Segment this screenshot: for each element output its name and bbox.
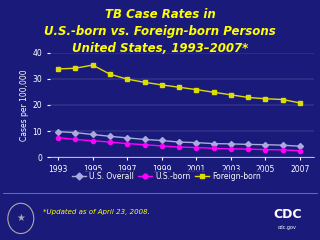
Text: *Updated as of April 23, 2008.: *Updated as of April 23, 2008. [43, 209, 150, 216]
Text: U.S.-born vs. Foreign-born Persons: U.S.-born vs. Foreign-born Persons [44, 25, 276, 38]
Text: TB Case Rates in: TB Case Rates in [105, 8, 215, 21]
Text: CDC: CDC [273, 208, 301, 221]
Text: cdc.gov: cdc.gov [278, 225, 297, 230]
Text: United States, 1993–2007*: United States, 1993–2007* [72, 42, 248, 55]
Legend: U.S. Overall, U.S.-born, Foreign-born: U.S. Overall, U.S.-born, Foreign-born [71, 170, 262, 182]
Y-axis label: Cases per 100,000: Cases per 100,000 [20, 69, 29, 141]
Text: ★: ★ [16, 213, 25, 223]
